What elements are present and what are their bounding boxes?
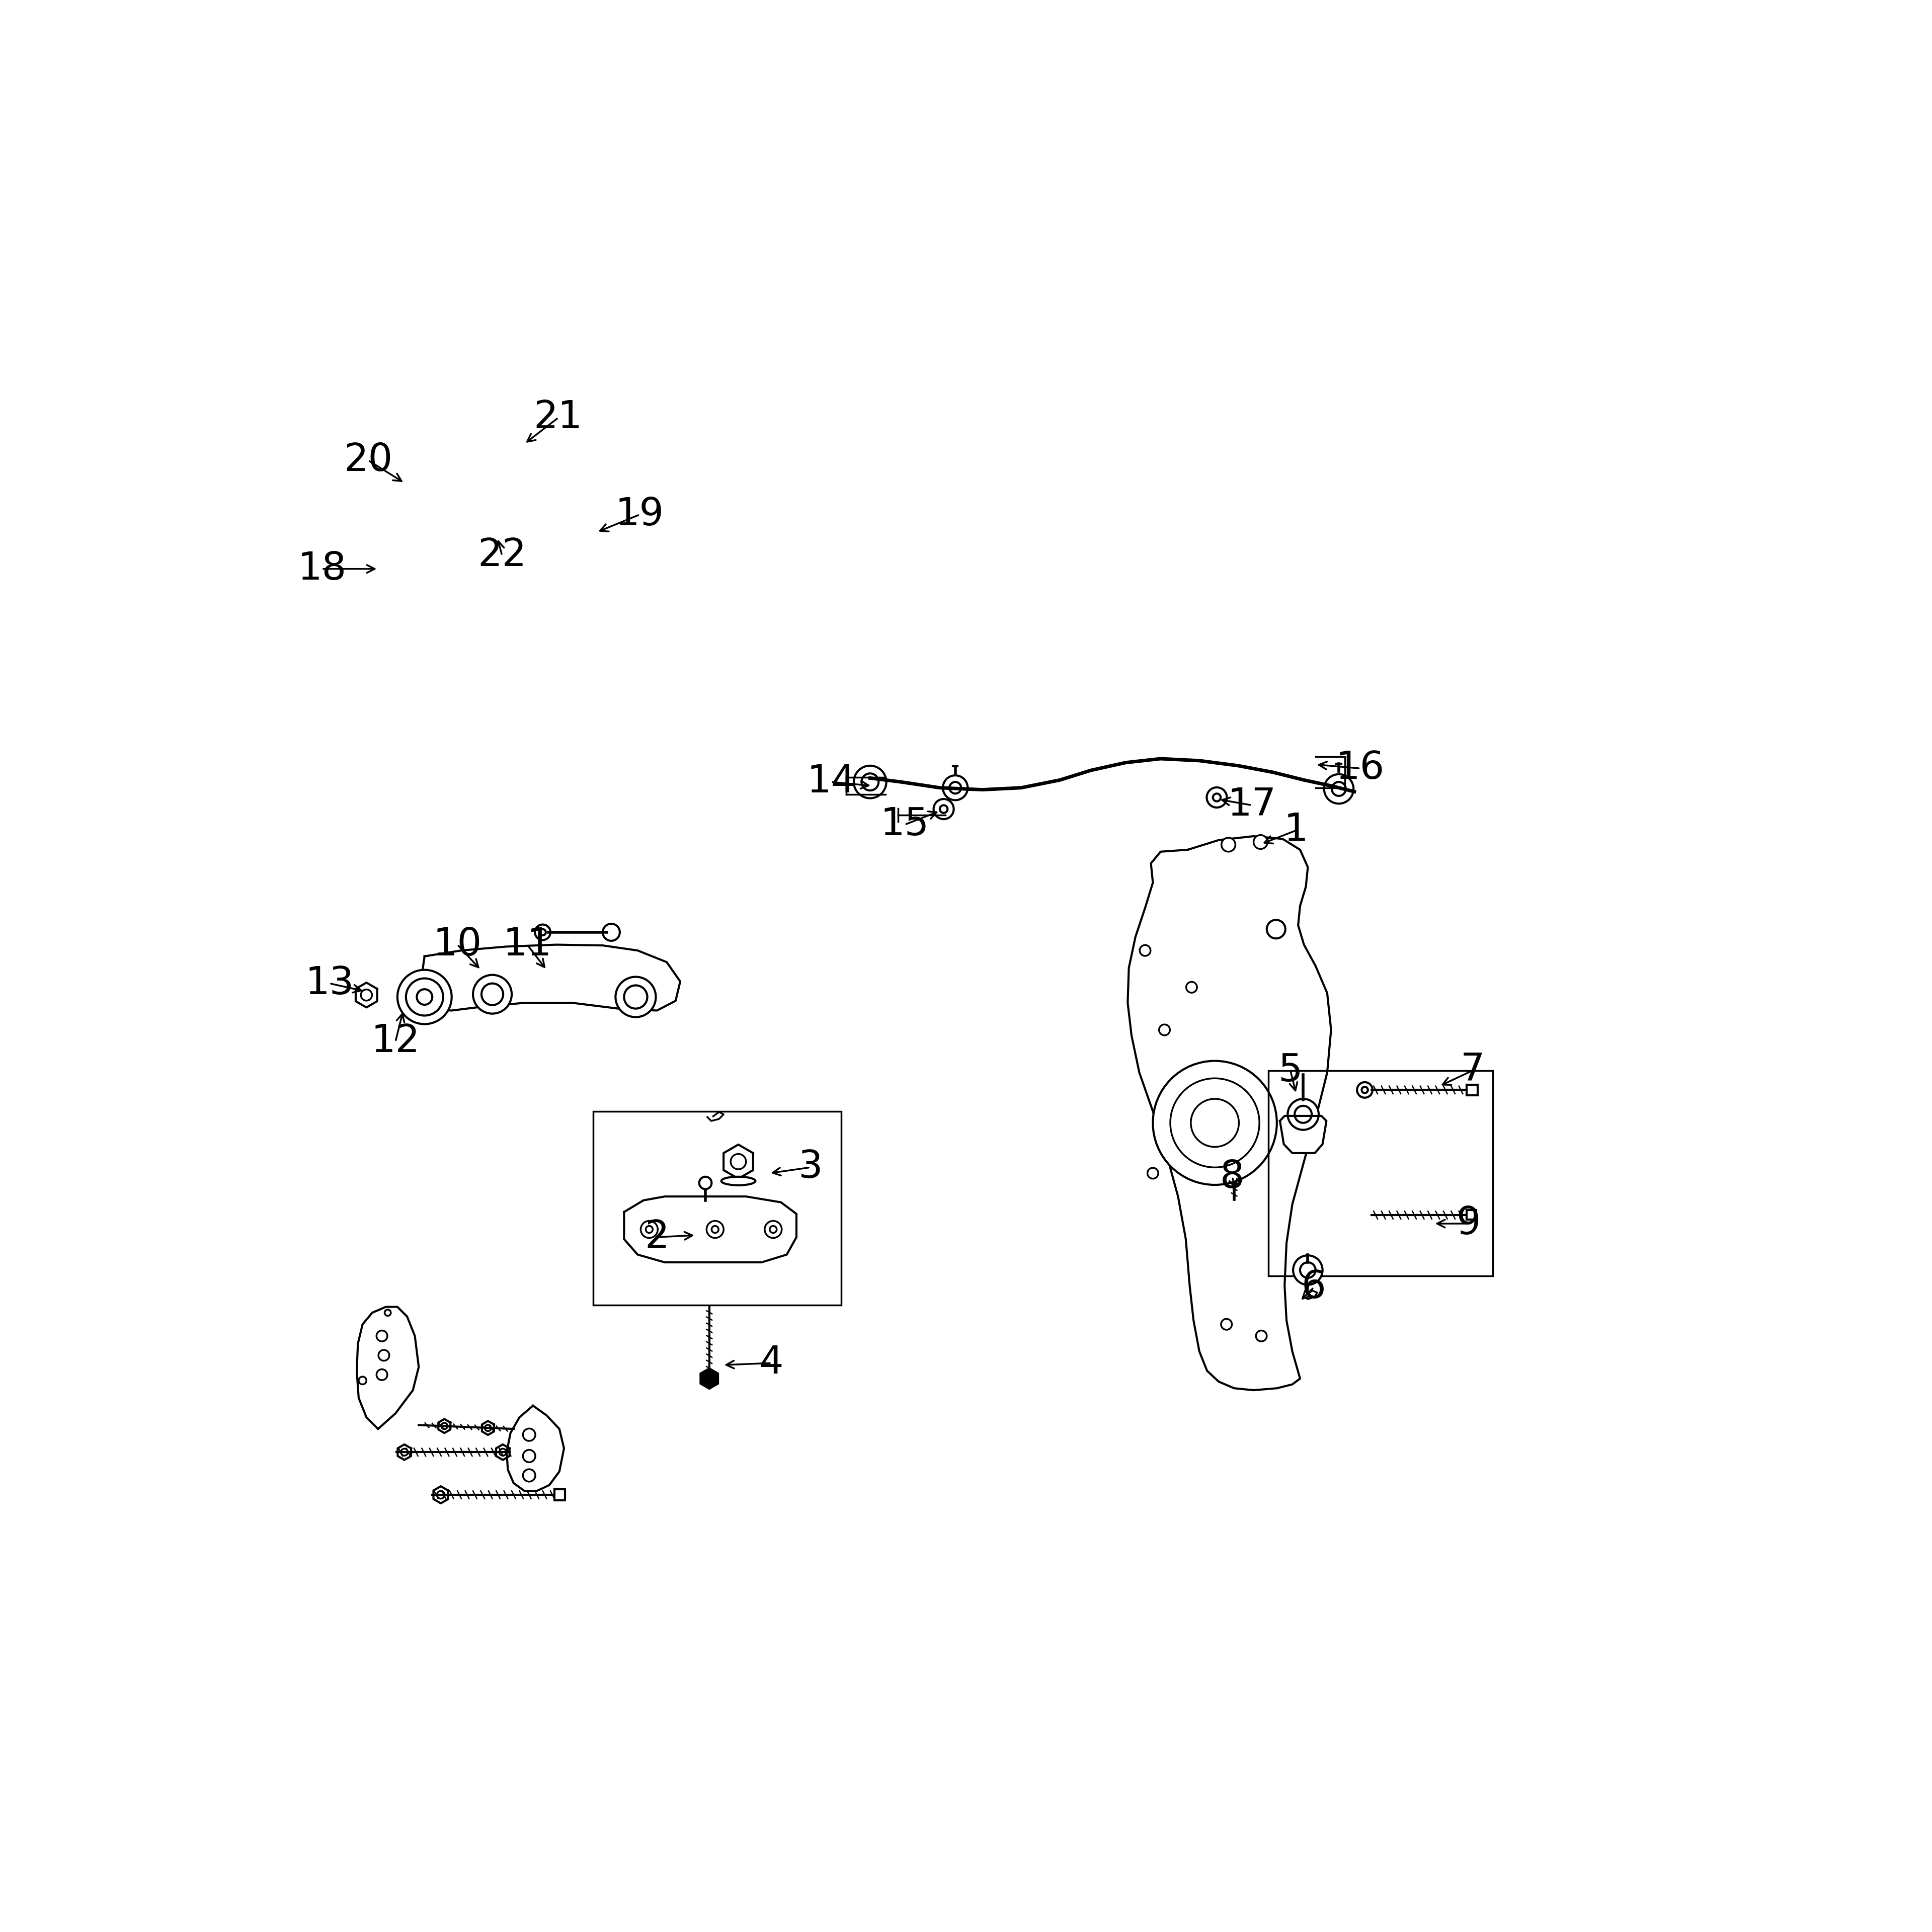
Text: 3: 3 bbox=[798, 1150, 823, 1186]
Text: 8: 8 bbox=[1221, 1159, 1244, 1196]
Polygon shape bbox=[624, 1196, 796, 1262]
Circle shape bbox=[699, 1177, 711, 1188]
Text: 18: 18 bbox=[298, 551, 346, 587]
Polygon shape bbox=[1279, 1117, 1327, 1153]
Text: 15: 15 bbox=[881, 806, 929, 842]
Polygon shape bbox=[419, 945, 680, 1010]
Circle shape bbox=[377, 1370, 386, 1379]
Text: 13: 13 bbox=[305, 964, 354, 1003]
Circle shape bbox=[359, 1378, 367, 1385]
Circle shape bbox=[1148, 1167, 1159, 1179]
Circle shape bbox=[854, 765, 887, 798]
Text: 10: 10 bbox=[433, 925, 481, 964]
Circle shape bbox=[765, 1221, 782, 1238]
Circle shape bbox=[1331, 782, 1347, 796]
Circle shape bbox=[524, 1428, 535, 1441]
Circle shape bbox=[398, 970, 452, 1024]
Text: 7: 7 bbox=[1461, 1051, 1484, 1090]
Text: 9: 9 bbox=[1457, 1206, 1480, 1242]
Circle shape bbox=[616, 978, 655, 1016]
Text: 1: 1 bbox=[1285, 811, 1308, 848]
Circle shape bbox=[707, 1221, 725, 1238]
Circle shape bbox=[1287, 1099, 1320, 1130]
Circle shape bbox=[641, 1221, 657, 1238]
Bar bbox=[593, 1111, 840, 1304]
Text: 4: 4 bbox=[759, 1345, 784, 1381]
Circle shape bbox=[379, 1350, 388, 1360]
Text: 17: 17 bbox=[1227, 786, 1275, 823]
Text: 22: 22 bbox=[477, 537, 527, 574]
Bar bbox=[1466, 1084, 1478, 1095]
Bar bbox=[1466, 1209, 1476, 1219]
Circle shape bbox=[1159, 1024, 1171, 1036]
Bar bbox=[554, 1490, 566, 1501]
Circle shape bbox=[1140, 945, 1151, 956]
Circle shape bbox=[1356, 1082, 1372, 1097]
Text: 11: 11 bbox=[502, 925, 553, 964]
Circle shape bbox=[1186, 981, 1198, 993]
Circle shape bbox=[1293, 1256, 1323, 1285]
Circle shape bbox=[1323, 775, 1354, 804]
Circle shape bbox=[473, 976, 512, 1014]
Text: 14: 14 bbox=[808, 763, 856, 800]
Circle shape bbox=[603, 923, 620, 941]
Circle shape bbox=[524, 1468, 535, 1482]
Circle shape bbox=[1221, 838, 1235, 852]
Circle shape bbox=[943, 775, 968, 800]
Circle shape bbox=[1153, 1061, 1277, 1184]
Circle shape bbox=[949, 782, 960, 794]
Circle shape bbox=[1254, 835, 1267, 848]
Circle shape bbox=[933, 800, 954, 819]
Bar bbox=[1267, 1070, 1493, 1275]
Text: 19: 19 bbox=[614, 497, 665, 533]
Ellipse shape bbox=[721, 1177, 755, 1184]
Circle shape bbox=[1256, 1331, 1267, 1341]
Circle shape bbox=[377, 1331, 386, 1341]
Circle shape bbox=[524, 1449, 535, 1463]
Circle shape bbox=[384, 1310, 390, 1316]
Circle shape bbox=[1221, 1320, 1233, 1329]
Polygon shape bbox=[357, 1306, 419, 1430]
Polygon shape bbox=[506, 1406, 564, 1492]
Circle shape bbox=[535, 925, 551, 941]
Text: 20: 20 bbox=[344, 442, 392, 479]
Polygon shape bbox=[1128, 837, 1331, 1391]
Text: 16: 16 bbox=[1335, 750, 1385, 786]
Text: 21: 21 bbox=[533, 400, 583, 437]
Circle shape bbox=[1208, 788, 1227, 808]
Text: 12: 12 bbox=[371, 1022, 419, 1061]
Text: 5: 5 bbox=[1279, 1051, 1302, 1090]
Text: 2: 2 bbox=[645, 1219, 668, 1256]
Text: 6: 6 bbox=[1302, 1269, 1325, 1306]
